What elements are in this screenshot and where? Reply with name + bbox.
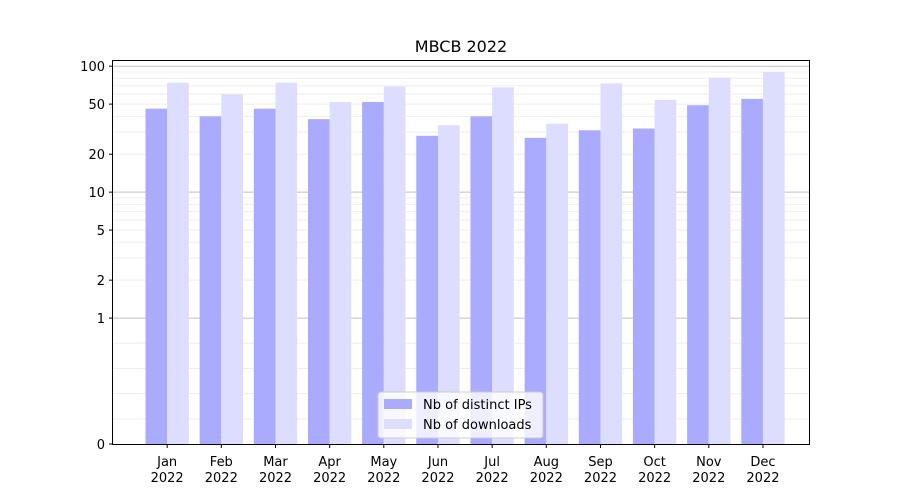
bar-distinct-ips bbox=[307, 119, 330, 445]
x-tick-label-year: 2022 bbox=[259, 471, 292, 486]
legend-box bbox=[377, 391, 544, 439]
y-tick-label: 50 bbox=[88, 98, 105, 113]
x-tick-label-year: 2022 bbox=[584, 471, 617, 486]
bar-downloads bbox=[437, 125, 460, 444]
bar-distinct-ips bbox=[578, 130, 601, 444]
bar-distinct-ips bbox=[362, 101, 384, 444]
bar-downloads bbox=[383, 86, 406, 445]
bar-downloads bbox=[708, 77, 731, 445]
y-tick-label: 20 bbox=[88, 148, 105, 163]
bar-downloads bbox=[275, 82, 298, 444]
bar-distinct-ips bbox=[524, 137, 547, 444]
legend-label: Nb of downloads bbox=[423, 418, 532, 433]
x-tick-label: May bbox=[370, 455, 397, 470]
x-tick-label-year: 2022 bbox=[530, 471, 563, 486]
bar-distinct-ips bbox=[199, 116, 222, 444]
bar-downloads bbox=[600, 83, 623, 444]
y-tick-label: 2 bbox=[97, 274, 105, 289]
x-tick-label-year: 2022 bbox=[205, 471, 238, 486]
y-tick-label: 100 bbox=[80, 60, 105, 75]
x-tick-label: Jan bbox=[156, 455, 177, 470]
legend-swatch bbox=[384, 419, 412, 429]
bar-distinct-ips bbox=[145, 108, 168, 445]
bar-distinct-ips bbox=[632, 128, 655, 444]
y-tick-label: 5 bbox=[97, 224, 105, 239]
bar-downloads bbox=[221, 94, 243, 444]
y-tick-label: 10 bbox=[88, 186, 105, 201]
x-tick-label-year: 2022 bbox=[476, 471, 509, 486]
x-tick-label: Sep bbox=[588, 455, 613, 470]
x-tick-label-year: 2022 bbox=[421, 471, 454, 486]
x-tick-label-year: 2022 bbox=[692, 471, 725, 486]
y-tick-label: 0 bbox=[97, 438, 105, 453]
x-tick-label: Apr bbox=[318, 455, 341, 470]
bar-downloads bbox=[492, 87, 514, 444]
bar-downloads bbox=[329, 101, 352, 444]
bar-downloads bbox=[167, 82, 189, 444]
y-axis: 0 1 2 5 10 20 50 100 bbox=[80, 60, 113, 453]
legend-swatch bbox=[384, 399, 412, 409]
x-tick-label-year: 2022 bbox=[746, 471, 779, 486]
chart-title: MBCB 2022 bbox=[415, 37, 507, 56]
x-tick-label: Dec bbox=[750, 455, 775, 470]
bar-distinct-ips bbox=[470, 116, 493, 444]
x-axis: Jan2022Feb2022Mar2022Apr2022May2022Jun20… bbox=[151, 444, 780, 486]
legend: Nb of distinct IPs Nb of downloads bbox=[377, 391, 544, 439]
x-tick-label-year: 2022 bbox=[313, 471, 346, 486]
bar-downloads bbox=[762, 71, 785, 445]
x-tick-label-year: 2022 bbox=[638, 471, 671, 486]
x-tick-label: Jun bbox=[427, 455, 448, 470]
bar-distinct-ips bbox=[253, 108, 276, 445]
x-tick-label: Nov bbox=[696, 455, 722, 470]
bar-downloads bbox=[654, 99, 677, 444]
plot-frame bbox=[112, 60, 810, 445]
x-tick-label-year: 2022 bbox=[367, 471, 400, 486]
legend-label: Nb of distinct IPs bbox=[423, 398, 532, 413]
y-tick-label: 1 bbox=[97, 312, 105, 327]
bars bbox=[145, 71, 785, 445]
x-tick-label: Aug bbox=[534, 455, 559, 470]
bar-downloads bbox=[546, 123, 568, 444]
x-tick-label: Mar bbox=[263, 455, 288, 470]
x-tick-label-year: 2022 bbox=[151, 471, 184, 486]
x-tick-label: Oct bbox=[643, 455, 665, 470]
bar-distinct-ips bbox=[416, 135, 438, 444]
x-tick-label: Jul bbox=[483, 455, 500, 470]
x-tick-label: Feb bbox=[210, 455, 233, 470]
bar-distinct-ips bbox=[741, 98, 763, 445]
bar-distinct-ips bbox=[687, 105, 709, 444]
